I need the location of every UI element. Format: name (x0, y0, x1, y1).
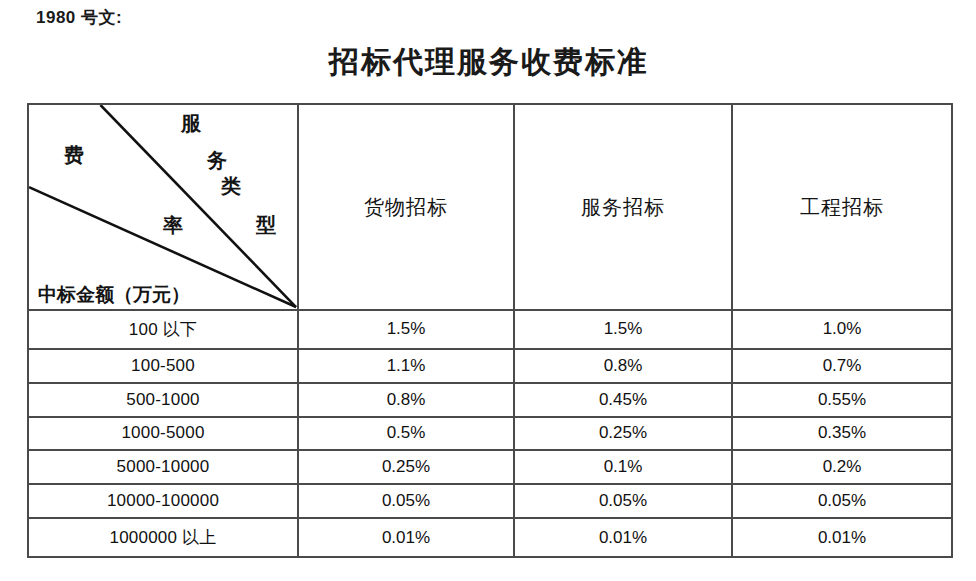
rate-cell: 0.01% (298, 518, 514, 557)
fee-table: 服 费 务 类 率 型 中标金额（万元） 货物招标 服务招标 工程招标 100 … (27, 103, 953, 558)
amount-range-cell: 10000-100000 (28, 484, 298, 518)
rate-cell: 0.25% (298, 450, 514, 484)
table-row: 5000-10000 0.25% 0.1% 0.2% (28, 450, 952, 484)
amount-range-cell: 1000000 以上 (28, 518, 298, 557)
rate-cell: 0.05% (514, 484, 732, 518)
diagonal-lines (29, 105, 297, 309)
amount-range-cell: 500-1000 (28, 383, 298, 417)
table-header-row: 服 费 务 类 率 型 中标金额（万元） 货物招标 服务招标 工程招标 (28, 104, 952, 310)
rate-cell: 0.7% (732, 349, 952, 383)
diagonal-header-cell: 服 费 务 类 率 型 中标金额（万元） (28, 104, 298, 310)
corner-char-service-4: 型 (256, 215, 276, 235)
rate-cell: 0.05% (298, 484, 514, 518)
amount-range-cell: 5000-10000 (28, 450, 298, 484)
amount-range-cell: 100-500 (28, 349, 298, 383)
corner-char-service-2: 务 (207, 150, 227, 170)
rate-cell: 0.25% (514, 417, 732, 451)
amount-range-cell: 100 以下 (28, 310, 298, 349)
rate-cell: 0.2% (732, 450, 952, 484)
corner-char-fee-2: 率 (163, 215, 183, 235)
corner-char-fee-1: 费 (64, 145, 84, 165)
table-row: 1000000 以上 0.01% 0.01% 0.01% (28, 518, 952, 557)
column-header-services: 服务招标 (514, 104, 732, 310)
doc-ref-label: 1980 号文: (36, 6, 122, 29)
rate-cell: 0.1% (514, 450, 732, 484)
rate-cell: 1.1% (298, 349, 514, 383)
amount-range-cell: 1000-5000 (28, 417, 298, 451)
column-header-works: 工程招标 (732, 104, 952, 310)
table-row: 10000-100000 0.05% 0.05% 0.05% (28, 484, 952, 518)
table-row: 100-500 1.1% 0.8% 0.7% (28, 349, 952, 383)
corner-char-service-3: 类 (221, 176, 241, 196)
rate-cell: 1.5% (514, 310, 732, 349)
document-page: 1980 号文: 招标代理服务收费标准 服 费 务 类 率 型 中标金额（ (0, 0, 976, 581)
rate-cell: 0.45% (514, 383, 732, 417)
rate-cell: 1.0% (732, 310, 952, 349)
amount-axis-label: 中标金额（万元） (38, 285, 190, 304)
rate-cell: 0.55% (732, 383, 952, 417)
rate-cell: 0.5% (298, 417, 514, 451)
rate-cell: 0.05% (732, 484, 952, 518)
rate-cell: 0.8% (298, 383, 514, 417)
table-row: 1000-5000 0.5% 0.25% 0.35% (28, 417, 952, 451)
rate-cell: 1.5% (298, 310, 514, 349)
rate-cell: 0.35% (732, 417, 952, 451)
table-row: 500-1000 0.8% 0.45% 0.55% (28, 383, 952, 417)
column-header-goods: 货物招标 (298, 104, 514, 310)
rate-cell: 0.8% (514, 349, 732, 383)
corner-char-service-1: 服 (181, 113, 201, 133)
rate-cell: 0.01% (514, 518, 732, 557)
page-title: 招标代理服务收费标准 (27, 42, 951, 83)
table-row: 100 以下 1.5% 1.5% 1.0% (28, 310, 952, 349)
rate-cell: 0.01% (732, 518, 952, 557)
